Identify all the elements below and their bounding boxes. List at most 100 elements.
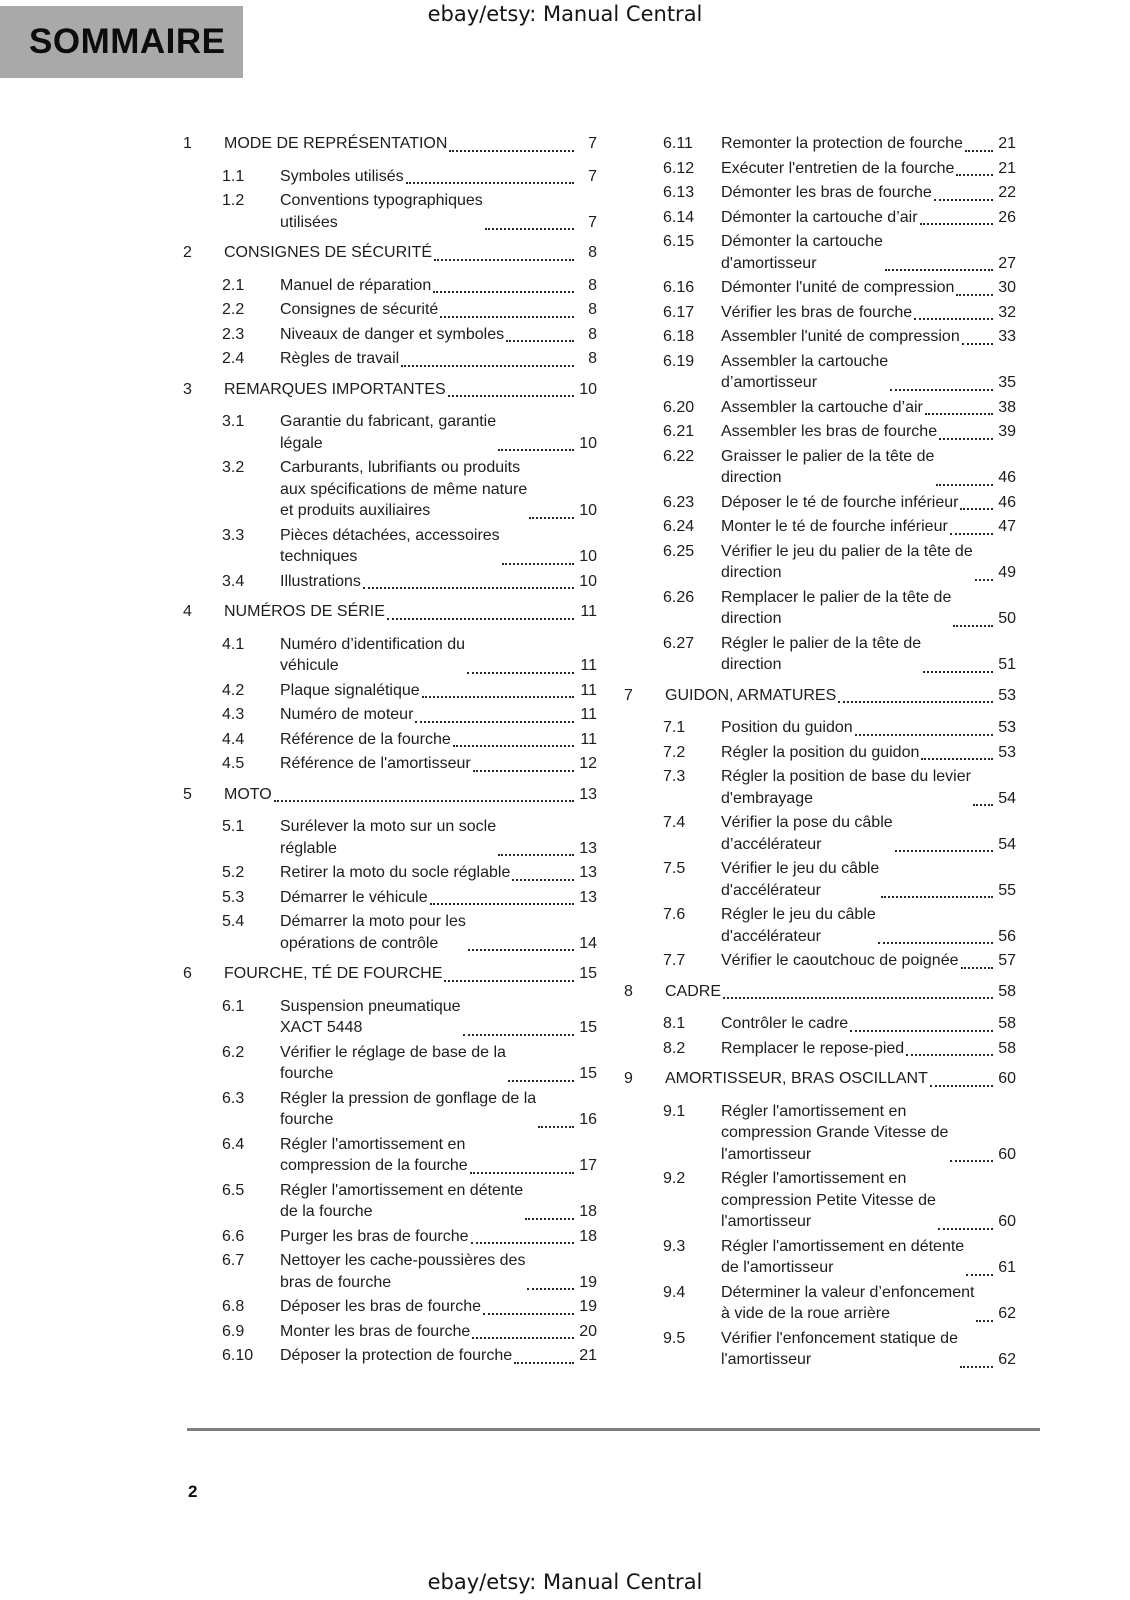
toc-entry-page: 51 [998, 656, 1016, 673]
toc-entry-page: 53 [998, 686, 1016, 704]
toc-leader-dots [929, 1072, 993, 1087]
toc-leader-dots [877, 929, 993, 944]
toc-entry-page: 21 [579, 1347, 597, 1364]
toc-entry-title: Régler l'amortissement en détente de l'a… [721, 1237, 965, 1277]
toc-entry-6.19: 6.19 Assembler la cartouche d’amortisseur… [624, 351, 1016, 394]
toc-entry-title: Vérifier la pose du câble d’accélérateur [721, 814, 893, 853]
toc-entry-number: 9 [624, 1070, 633, 1087]
toc-entry-body: Déposer la protection de fourche 21 [280, 1345, 597, 1367]
toc-entry-6.17: 6.17 Vérifier les bras de fourche 32 [624, 302, 1016, 324]
toc-entry-page: 55 [998, 881, 1016, 899]
toc-entry-number: 6.17 [663, 303, 695, 321]
toc-entry-body: Démonter les bras de fourche 22 [721, 182, 1016, 204]
toc-entry-body: Régler le palier de la tête de direction… [721, 633, 1016, 676]
toc-entry-title: Régler l'amortissement en compression de… [280, 1135, 468, 1175]
toc-leader-dots [838, 688, 993, 703]
toc-entry-6.25: 6.25 Vérifier le jeu du palier de la tête… [624, 541, 1016, 584]
toc-entry-page: 7 [588, 167, 597, 185]
toc-entry-4.5: 4.5 Référence de l'amortisseur 12 [183, 753, 597, 775]
toc-leader-dots [514, 1349, 574, 1364]
toc-leader-dots [854, 721, 993, 736]
toc-leader-dots [974, 566, 993, 581]
toc-entry-title: Manuel de réparation [280, 276, 432, 294]
toc-entry-6.8: 6.8 Déposer les bras de fourche 19 [183, 1296, 597, 1318]
toc-entry-title: Démarrer la moto pour les opérations de … [280, 913, 466, 952]
toc-entry-title: Assembler la cartouche d’air [721, 398, 923, 416]
toc-leader-dots [525, 1205, 574, 1220]
toc-entry-4.4: 4.4 Référence de la fourche 11 [183, 729, 597, 751]
toc-entry-number: 3.2 [222, 459, 245, 476]
toc-entry-number: 9.4 [663, 1283, 686, 1301]
toc-entry-page: 46 [998, 493, 1016, 511]
toc-entry-number: 7.3 [663, 768, 686, 785]
toc-entry-7.3: 7.3 Régler la position de base du levier … [624, 766, 1016, 809]
toc-entry-title: Vérifier le jeu du câble d'accélérateur [721, 860, 880, 899]
toc-entry-body: MODE DE REPRÉSENTATION 7 [224, 133, 597, 155]
toc-entry-number: 6.5 [222, 1181, 245, 1199]
toc-entry-page: 50 [998, 610, 1016, 627]
toc-entry-body: Démonter l'unité de compression 30 [721, 277, 1016, 299]
toc-entry-6.15: 6.15 Démonter la cartouche d'amortisseur 2… [624, 231, 1016, 274]
toc-entry-page: 58 [998, 982, 1016, 1000]
toc-entry-title: Graisser le palier de la tête de directi… [721, 447, 935, 487]
toc-entry-body: Référence de l'amortisseur 12 [280, 753, 597, 775]
toc-leader-dots [429, 890, 574, 905]
toc-leader-dots [434, 246, 574, 261]
toc-entry-page: 15 [579, 1019, 597, 1036]
toc-entry-page: 12 [579, 755, 597, 772]
toc-entry-title: Régler la pression de gonflage de la fou… [280, 1089, 537, 1129]
toc-entry-body: Pièces détachées, accessoires techniques… [280, 525, 597, 568]
toc-entry-8.2: 8.2 Remplacer le repose-pied 58 [624, 1038, 1016, 1060]
toc-leader-dots [498, 841, 574, 856]
toc-entry-title: Régler le jeu du câble d'accélérateur [721, 906, 876, 945]
toc-entry-6.14: 6.14 Démonter la cartouche d’air 26 [624, 207, 1016, 229]
toc-entry-number: 6 [183, 965, 192, 982]
toc-entry-body: Surélever la moto sur un socle réglable 1… [280, 816, 597, 859]
toc-entry-body: Référence de la fourche 11 [280, 729, 597, 751]
toc-entry-title: FOURCHE, TÉ DE FOURCHE [224, 965, 443, 982]
toc-leader-dots [924, 400, 993, 415]
toc-leader-dots [966, 1261, 993, 1276]
toc-leader-dots [498, 436, 574, 451]
toc-entry-number: 6.26 [663, 588, 695, 606]
toc-entry-6.10: 6.10 Déposer la protection de fourche 21 [183, 1345, 597, 1367]
toc-entry-body: Exécuter l'entretien de la fourche 21 [721, 158, 1016, 180]
toc-leader-dots [884, 256, 993, 271]
toc-entry-body: Régler l'amortissement en compression Pe… [721, 1168, 1016, 1233]
toc-entry-page: 15 [579, 965, 597, 982]
toc-entry-page: 15 [579, 1065, 597, 1082]
toc-leader-dots [850, 1017, 993, 1032]
toc-entry-8: 8 CADRE 58 [624, 981, 1016, 1003]
toc-entry-number: 9.5 [663, 1329, 686, 1347]
toc-entry-page: 18 [579, 1203, 597, 1220]
toc-leader-dots [959, 1353, 993, 1368]
toc-entry-page: 19 [579, 1298, 597, 1315]
toc-entry-number: 4 [183, 603, 192, 620]
toc-entry-title: Régler la position de base du levier d'e… [721, 768, 971, 807]
toc-entry-number: 5 [183, 785, 192, 803]
toc-entry-title: Démonter les bras de fourche [721, 184, 932, 201]
toc-leader-dots [440, 303, 574, 318]
toc-leader-dots [956, 161, 993, 176]
toc-entry-page: 53 [998, 719, 1016, 736]
toc-entry-title: Vérifier le réglage de base de la fourch… [280, 1043, 506, 1083]
toc-entry-title: Régler le palier de la tête de direction [721, 634, 922, 674]
toc-entry-title: Démonter la cartouche d'amortisseur [721, 233, 883, 272]
toc-entry-number: 4.4 [222, 730, 245, 748]
toc-entry-number: 6.20 [663, 398, 695, 416]
toc-entry-page: 13 [579, 864, 597, 881]
toc-leader-dots [444, 967, 574, 982]
toc-leader-dots [881, 883, 993, 898]
toc-entry-title: Vérifier le caoutchouc de poignée [721, 952, 959, 969]
toc-leader-dots [921, 745, 993, 760]
toc-entry-page: 7 [588, 213, 597, 231]
toc-entry-page: 13 [579, 888, 597, 906]
toc-entry-title: Pièces détachées, accessoires techniques [280, 526, 500, 566]
toc-entry-title: Démonter l'unité de compression [721, 279, 955, 296]
toc-entry-page: 11 [580, 706, 597, 723]
toc-entry-page: 21 [998, 159, 1016, 177]
toc-entry-page: 58 [998, 1039, 1016, 1057]
toc-leader-dots [723, 984, 993, 999]
toc-entry-page: 10 [579, 380, 597, 398]
toc-entry-6: 6 FOURCHE, TÉ DE FOURCHE 15 [183, 963, 597, 985]
